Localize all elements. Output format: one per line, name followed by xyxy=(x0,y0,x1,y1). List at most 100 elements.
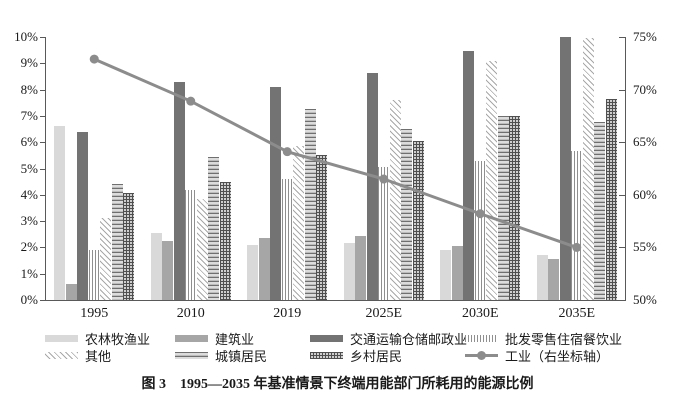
bar-建筑业-2019 xyxy=(258,238,270,300)
bar-建筑业-2030E xyxy=(451,246,463,300)
bar-建筑业-2010 xyxy=(162,240,173,300)
legend-swatch-horizontal-lines-icon xyxy=(175,351,208,359)
industry-line-marker-1995 xyxy=(89,54,99,64)
bar-农林牧渔业-1995 xyxy=(54,126,65,300)
left-axis-tick-label: 4% xyxy=(20,186,38,202)
right-axis-tick-label: 55% xyxy=(633,239,657,255)
legend-label: 批发零售住宿餐饮业 xyxy=(505,331,623,347)
industry-line-marker-2030E xyxy=(475,209,485,219)
left-axis-tick-label: 1% xyxy=(20,265,38,281)
right-axis-tick-label: 50% xyxy=(633,292,657,307)
legend-swatch-vertical-lines-icon xyxy=(465,334,498,342)
legend-label: 工业（右坐标轴） xyxy=(505,348,610,364)
bar-建筑业-2035E xyxy=(548,259,559,300)
left-axis-tick-label: 6% xyxy=(20,134,38,150)
bar-乡村居民-2025E xyxy=(412,140,424,300)
left-axis-tick xyxy=(40,300,46,301)
bar-交通运输仓储邮政业-2010 xyxy=(173,81,185,300)
left-axis-tick xyxy=(40,142,46,144)
right-axis-tick-label: 70% xyxy=(633,81,657,97)
x-axis-label-1995: 1995 xyxy=(80,306,109,321)
bar-城镇居民-2010 xyxy=(208,156,219,300)
bar-农林牧渔业-2010 xyxy=(150,232,162,300)
bar-其他-2025E xyxy=(389,100,401,300)
left-axis-tick xyxy=(40,63,46,65)
legend-swatch-diagonal-hatch-icon xyxy=(45,351,78,359)
x-axis-label-2025E: 2025E xyxy=(365,306,403,321)
left-axis-tick xyxy=(40,115,46,117)
bar-城镇居民-2030E xyxy=(497,115,509,300)
legend-item-交通运输仓储邮政业: 交通运输仓储邮政业 xyxy=(310,331,468,347)
bar-其他-1995 xyxy=(100,218,111,300)
figure-caption: 图 3 1995—2035 年基准情景下终端用能部门所耗用的能源比例 xyxy=(141,377,534,392)
legend-item-乡村居民: 乡村居民 xyxy=(310,348,402,364)
bar-农林牧渔业-2030E xyxy=(440,250,451,300)
bar-农林牧渔业-2025E xyxy=(343,243,355,300)
right-axis-line xyxy=(625,37,626,301)
bar-乡村居民-1995 xyxy=(123,193,134,300)
legend-swatch-solid-icon xyxy=(45,334,78,342)
left-axis-tick-label: 5% xyxy=(20,160,38,176)
bar-乡村居民-2030E xyxy=(509,115,520,300)
legend-swatch-cross-grid-icon xyxy=(310,351,343,359)
bar-乡村居民-2035E xyxy=(605,98,617,300)
legend-line-swatch xyxy=(465,350,498,360)
left-axis-tick xyxy=(40,168,46,170)
legend-label: 交通运输仓储邮政业 xyxy=(350,331,468,347)
right-axis-tick-label: 60% xyxy=(633,186,657,202)
legend-label: 其他 xyxy=(85,348,112,364)
industry-line-marker-2010 xyxy=(186,96,196,106)
left-axis-tick-label: 7% xyxy=(20,107,38,123)
industry-line xyxy=(93,57,578,249)
bar-城镇居民-1995 xyxy=(111,184,123,300)
left-axis-tick-label: 8% xyxy=(20,81,38,97)
left-axis-tick-label: 9% xyxy=(20,55,38,71)
left-axis-tick xyxy=(40,89,46,91)
left-axis-tick xyxy=(40,273,46,275)
left-axis-tick xyxy=(40,194,46,196)
bar-其他-2030E xyxy=(486,60,497,300)
x-axis-line xyxy=(45,300,626,301)
x-axis-label-2010: 2010 xyxy=(176,306,205,321)
bar-城镇居民-2019 xyxy=(304,109,316,300)
bar-批发零售住宿餐饮业-2030E xyxy=(474,160,486,300)
bar-城镇居民-2035E xyxy=(594,122,605,300)
plot-area xyxy=(46,37,625,300)
left-axis-tick xyxy=(40,221,46,223)
bar-农林牧渔业-2019 xyxy=(247,244,258,300)
bar-农林牧渔业-2035E xyxy=(536,255,548,300)
right-axis-tick-label: 75% xyxy=(633,29,657,44)
legend-item-农林牧渔业: 农林牧渔业 xyxy=(45,331,151,347)
legend-item-其他: 其他 xyxy=(45,348,112,364)
right-axis-tick xyxy=(619,37,625,38)
bar-批发零售住宿餐饮业-1995 xyxy=(88,250,100,300)
industry-line-marker-2025E xyxy=(379,174,389,184)
bar-乡村居民-2010 xyxy=(219,181,231,300)
legend-label: 城镇居民 xyxy=(215,348,268,364)
left-axis-tick-label: 0% xyxy=(20,292,38,307)
bar-城镇居民-2025E xyxy=(401,129,412,300)
legend-item-工业（右坐标轴）: 工业（右坐标轴） xyxy=(465,348,610,364)
legend-swatch-solid-icon xyxy=(175,334,208,342)
right-axis-tick xyxy=(619,247,625,249)
legend-item-批发零售住宿餐饮业: 批发零售住宿餐饮业 xyxy=(465,331,623,347)
x-axis-label-2019: 2019 xyxy=(273,306,302,321)
bar-其他-2010 xyxy=(196,198,208,300)
right-axis-tick xyxy=(619,300,625,301)
right-axis-tick xyxy=(619,194,625,196)
right-axis-tick xyxy=(619,89,625,91)
bar-批发零售住宿餐饮业-2035E xyxy=(571,151,582,300)
left-axis-tick-label: 3% xyxy=(20,213,38,229)
bar-其他-2035E xyxy=(582,38,594,300)
legend-swatch-solid-icon xyxy=(310,334,343,342)
right-axis-tick-label: 65% xyxy=(633,134,657,150)
bar-交通运输仓储邮政业-1995 xyxy=(77,131,88,300)
left-axis-tick-label: 2% xyxy=(20,239,38,255)
legend-label: 农林牧渔业 xyxy=(85,331,151,347)
legend-item-建筑业: 建筑业 xyxy=(175,331,254,347)
bar-建筑业-1995 xyxy=(65,284,77,300)
industry-line-marker-2035E xyxy=(572,242,582,252)
legend: 农林牧渔业 建筑业 交通运输仓储邮政业 批发零售住宿餐饮业其他 城镇居民 乡村居民 工业（右… xyxy=(0,331,675,365)
left-axis-tick xyxy=(40,247,46,249)
